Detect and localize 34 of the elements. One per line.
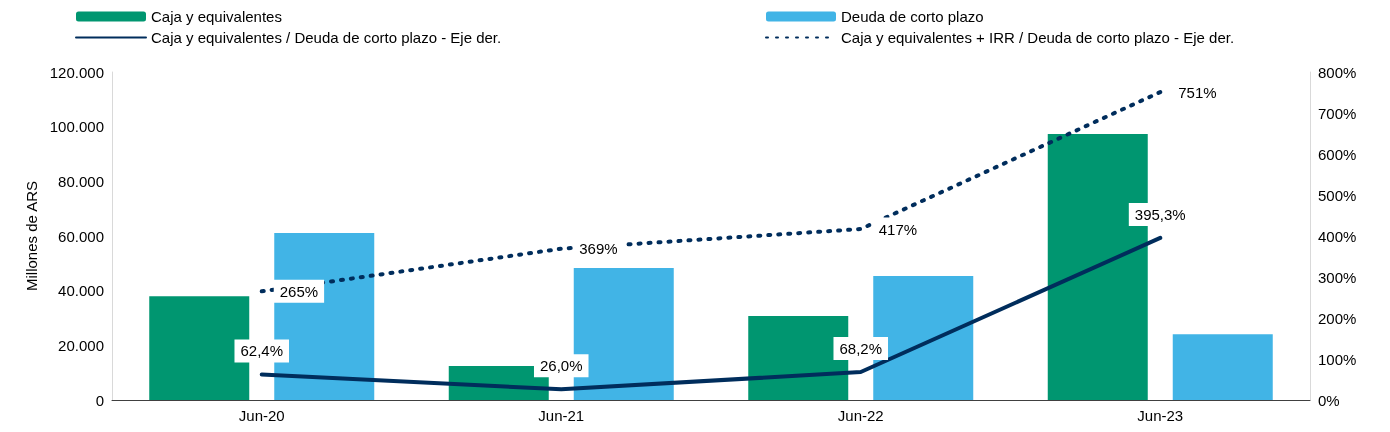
x-tick-label: Jun-20 [238, 407, 285, 424]
y-tick-label: 20.000 [58, 336, 104, 354]
data-label: 26,0% [539, 357, 583, 375]
data-label: 751% [1178, 83, 1217, 101]
legend-label: Deuda de corto plazo [841, 8, 984, 25]
y-tick-label: 120.000 [49, 63, 104, 81]
y-axis-title: Millones de ARS [22, 180, 40, 292]
y2-tick-label: 100% [1318, 350, 1357, 368]
y2-tick-label: 200% [1318, 309, 1357, 327]
data-label: 62,4% [240, 342, 284, 360]
x-tick-label: Jun-23 [1137, 407, 1184, 424]
data-label: 265% [279, 282, 319, 300]
legend-label: Caja y equivalentes [151, 8, 282, 25]
data-label: 395,3% [1134, 205, 1186, 223]
y2-tick-label: 600% [1318, 145, 1357, 163]
y-tick-label: 60.000 [58, 227, 104, 245]
y2-tick-label: 400% [1318, 227, 1357, 245]
data-label: 417% [878, 220, 918, 238]
y-tick-label: 80.000 [58, 172, 104, 190]
y2-tick-label: 300% [1318, 268, 1357, 286]
y2-tick-label: 800% [1318, 63, 1357, 81]
data-label: 369% [579, 240, 618, 258]
y-tick-label: 40.000 [58, 282, 104, 300]
y2-tick-label: 0% [1318, 391, 1340, 409]
legend-label: Caja y equivalentes + IRR / Deuda de corto plazo - Eje der. [841, 29, 1235, 46]
y-tick-label: 100.000 [49, 118, 104, 136]
y2-tick-label: 500% [1318, 186, 1357, 204]
data-label: 68,2% [839, 340, 883, 358]
y-tick-label: 0 [95, 391, 104, 409]
x-tick-label: Jun-22 [837, 407, 884, 424]
legend-label: Caja y equivalentes / Deuda de corto plazo - Eje der. [151, 29, 502, 46]
bar [1172, 334, 1273, 400]
y2-tick-label: 700% [1318, 104, 1357, 122]
x-tick-label: Jun-21 [538, 407, 585, 424]
